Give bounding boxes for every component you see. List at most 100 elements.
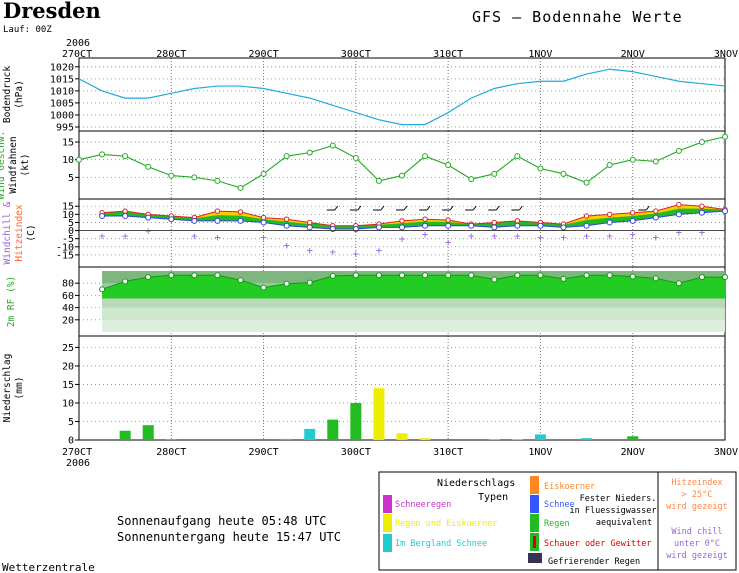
precipitation-bar xyxy=(142,425,154,440)
humidity-point xyxy=(352,272,359,279)
humidity-point xyxy=(675,280,682,287)
temperature-hot-fill xyxy=(263,217,287,222)
y-axis-label: Hitzeindex xyxy=(14,204,25,261)
humidity-point xyxy=(422,272,429,279)
x-tick-label-top: 280CT xyxy=(156,49,186,60)
windchill-marker: + xyxy=(537,231,544,244)
y-tick-label: 20 xyxy=(62,315,74,326)
tmax-point xyxy=(514,218,521,224)
wind-speed-point xyxy=(583,179,590,186)
temperature-hot-fill xyxy=(632,211,656,216)
sunrise-text: Sonnenaufgang heute 05:48 UTC xyxy=(117,514,327,528)
y-tick-label: -15 xyxy=(56,250,74,261)
y-tick-label: 5 xyxy=(68,417,74,428)
tmin-point xyxy=(306,224,313,231)
x-tick-label-top: 3NOV xyxy=(714,49,738,60)
humidity-point xyxy=(652,275,659,282)
wind-barb xyxy=(449,205,454,211)
wind-speed-line xyxy=(78,136,726,189)
tmin-point xyxy=(168,216,175,223)
tmax-point xyxy=(283,216,290,222)
tmin-point xyxy=(375,224,382,231)
y-tick-label: 15 xyxy=(62,380,74,391)
fester-line-3: aequivalent xyxy=(596,518,652,528)
schneeregen-swatch xyxy=(383,495,392,513)
wind-speed-point xyxy=(537,165,544,172)
tmax-point xyxy=(307,219,313,226)
humidity-point xyxy=(491,276,498,283)
wind-speed-point xyxy=(329,142,336,149)
wind-speed-point xyxy=(445,162,452,168)
y-tick-label: 25 xyxy=(62,343,74,354)
wind-speed-point xyxy=(652,158,659,165)
tmin-point xyxy=(675,211,682,218)
wind-speed-point xyxy=(468,176,475,183)
wind-speed-point xyxy=(675,147,682,154)
y-tick-label: 15 xyxy=(62,202,74,213)
y-tick-label: 0 xyxy=(68,436,74,447)
source-credit: Wetterzentrale xyxy=(2,561,95,573)
legend-title-2: Typen xyxy=(478,492,508,503)
tmax-point xyxy=(606,211,613,218)
tmax-point xyxy=(583,213,590,219)
windchill-marker: + xyxy=(214,231,221,244)
humidity-point xyxy=(191,272,198,279)
tmin-point xyxy=(629,217,636,224)
tmax-point xyxy=(399,218,405,224)
humidity-point xyxy=(375,272,382,279)
tmin-point xyxy=(191,217,198,224)
tmin-point xyxy=(145,214,152,221)
legend-frame xyxy=(378,471,737,571)
windchill-marker: + xyxy=(353,247,360,260)
windchill-marker: + xyxy=(445,236,452,249)
run-label: Lauf: 00Z xyxy=(3,25,52,35)
precipitation-bar xyxy=(373,388,385,440)
x-tick-label-bottom: 280CT xyxy=(156,447,186,458)
tmin-point xyxy=(560,224,567,231)
humidity-point xyxy=(260,284,267,291)
precipitation-bar xyxy=(488,439,500,440)
y-axis-label: (kt) xyxy=(20,154,31,177)
humidity-point xyxy=(168,272,175,279)
windchill-marker: + xyxy=(306,244,313,257)
pressure-line xyxy=(78,68,726,126)
humidity-point xyxy=(583,272,590,279)
tmin-point xyxy=(698,209,705,216)
windchill-marker: + xyxy=(399,233,406,246)
x-tick-label-top: 290CT xyxy=(249,49,279,60)
y-axis-label: Bodendruck xyxy=(2,66,13,123)
y-axis-label: Niederschlag xyxy=(2,354,13,423)
tmin-point xyxy=(214,217,221,224)
precipitation-bar xyxy=(281,438,293,440)
wind-speed-point xyxy=(514,153,521,160)
windchill-marker: + xyxy=(652,231,659,244)
wind-speed-point xyxy=(76,156,82,163)
eiskoerner-label: Eiskoerner xyxy=(544,482,595,492)
wind-barb xyxy=(426,205,431,211)
wind-barb xyxy=(518,205,523,211)
precipitation-bar xyxy=(419,438,431,440)
y-tick-label: -5 xyxy=(62,234,74,245)
bottom-year-label: 2006 xyxy=(66,458,90,469)
windchill-marker: + xyxy=(422,228,429,241)
wind-speed-point xyxy=(606,162,613,168)
humidity-point xyxy=(145,274,152,281)
tmin-point xyxy=(283,222,290,229)
sunset-text: Sonnenuntergang heute 15:47 UTC xyxy=(117,530,341,544)
wind-speed-point xyxy=(306,149,313,156)
top-year-label: 2006 xyxy=(66,38,90,49)
wind-barb xyxy=(334,205,339,211)
regen-eis-label: Regen und Eiskoerner xyxy=(395,519,497,529)
tmax-point xyxy=(260,214,267,221)
wind-barb xyxy=(380,205,385,211)
wind-speed-point xyxy=(237,184,244,191)
y-tick-label: 10 xyxy=(62,210,74,221)
humidity-point xyxy=(606,272,613,279)
y-tick-label: -10 xyxy=(56,242,74,253)
panel-frame xyxy=(78,335,726,441)
precipitation-bar xyxy=(350,402,362,440)
schneeregen-label: Schneeregen xyxy=(395,500,451,510)
schauer-label: Schauer oder Gewitter xyxy=(544,539,651,549)
